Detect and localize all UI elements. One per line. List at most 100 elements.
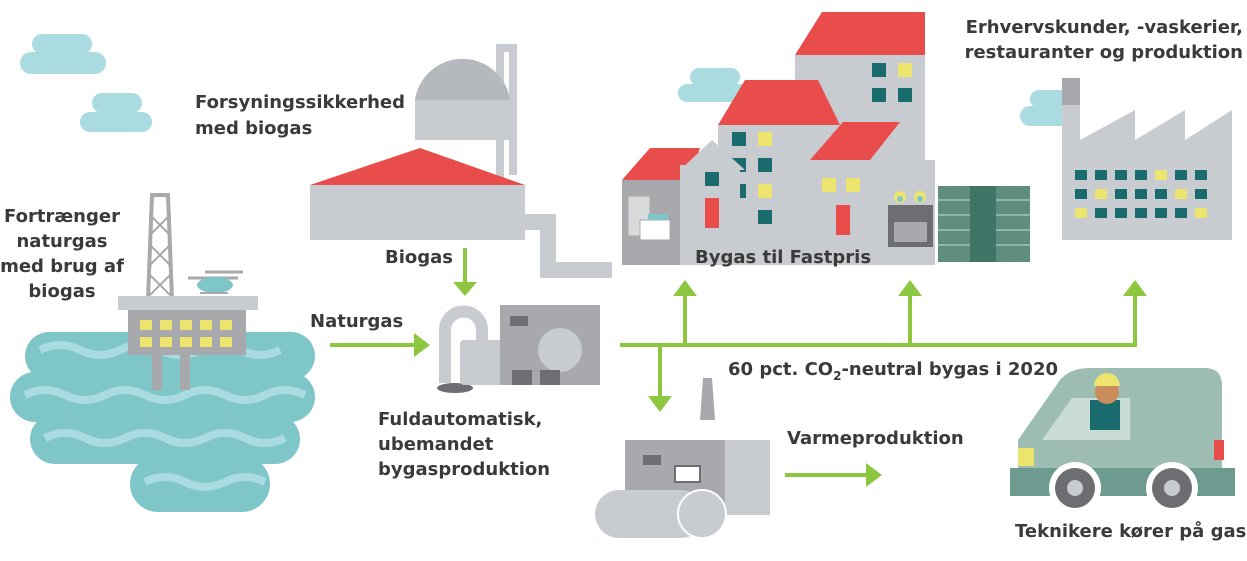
stove-part bbox=[894, 222, 927, 242]
sea bbox=[10, 332, 315, 512]
oil-platform-part-part bbox=[140, 320, 152, 330]
clouds-part bbox=[20, 52, 106, 74]
factory-part-part bbox=[1115, 208, 1127, 218]
factory bbox=[1062, 78, 1232, 240]
label: Forsyningssikkerhed bbox=[195, 92, 405, 113]
oil-platform-part-part bbox=[140, 337, 152, 347]
factory-part-part bbox=[1175, 208, 1187, 218]
flow-arrows-part bbox=[898, 280, 922, 296]
oil-platform-part bbox=[152, 355, 162, 390]
oil-platform-part bbox=[180, 355, 190, 390]
houses-part bbox=[898, 63, 912, 77]
heating-plant-part bbox=[643, 455, 661, 465]
factory-part-part bbox=[1095, 189, 1107, 199]
gas-van-part bbox=[1164, 480, 1180, 496]
factory-part-part bbox=[1155, 208, 1167, 218]
label: Bygas til Fastpris bbox=[695, 247, 871, 268]
gas-van-part bbox=[1018, 448, 1034, 466]
houses-part-part bbox=[758, 158, 772, 172]
factory-part-part bbox=[1115, 189, 1127, 199]
label: ubemandet bbox=[378, 434, 494, 455]
infographic: Forsyningssikkerhed med biogas Fortrænge… bbox=[0, 0, 1247, 561]
label: Naturgas bbox=[310, 311, 403, 332]
page-body: Forsyningssikkerhed med biogas Fortrænge… bbox=[0, 0, 1247, 561]
houses-part-part bbox=[872, 63, 886, 77]
gas-van-part bbox=[1067, 480, 1083, 496]
factory-part-part bbox=[1115, 170, 1127, 180]
houses-part bbox=[640, 220, 670, 240]
factory-part-part bbox=[1155, 189, 1167, 199]
houses-part-part bbox=[898, 88, 912, 102]
gas-machine-part bbox=[538, 328, 582, 372]
oil-platform-part-part bbox=[220, 320, 232, 330]
factory-part-part bbox=[1175, 170, 1187, 180]
money-stack bbox=[938, 186, 1030, 262]
stove-part bbox=[917, 196, 923, 202]
label: Fortrænger bbox=[4, 206, 120, 227]
factory-part-part bbox=[1195, 170, 1207, 180]
gas-machine-part bbox=[512, 370, 532, 385]
houses-part bbox=[648, 214, 668, 220]
label: restauranter og produktion bbox=[965, 42, 1243, 63]
houses-part bbox=[795, 12, 925, 55]
factory-part-part bbox=[1155, 170, 1167, 180]
houses-part bbox=[836, 205, 850, 235]
factory-part-part bbox=[1135, 170, 1147, 180]
page: Bygas {"labels": { "supply": {"lines": [… bbox=[0, 0, 1247, 561]
houses-part bbox=[705, 198, 719, 228]
label: Erhvervskunder, -vaskerier, bbox=[966, 17, 1243, 38]
factory-part-part bbox=[1135, 189, 1147, 199]
biogas-plant bbox=[310, 48, 612, 270]
factory-part bbox=[1062, 78, 1080, 108]
flow-arrows-part bbox=[1123, 280, 1147, 296]
flow-arrows-part bbox=[648, 396, 672, 412]
biogas-plant-part bbox=[525, 222, 612, 270]
oil-platform-part-part bbox=[160, 320, 172, 330]
gas-van bbox=[1010, 368, 1235, 514]
gas-machine-part bbox=[510, 316, 528, 326]
gas-van-part bbox=[1090, 400, 1120, 430]
label: naturgas bbox=[16, 231, 107, 252]
biogas-plant-part bbox=[310, 185, 525, 240]
houses-part bbox=[705, 172, 719, 186]
oil-platform-part-part bbox=[200, 320, 212, 330]
houses-part-part bbox=[872, 88, 886, 102]
factory-part-part bbox=[1075, 189, 1087, 199]
label-part: 60 pct. CO bbox=[728, 359, 833, 380]
flow-arrows-part bbox=[414, 333, 430, 357]
clouds-part bbox=[80, 112, 152, 132]
heating-plant-part bbox=[675, 466, 700, 482]
label-part: -neutral bygas i 2020 bbox=[841, 359, 1058, 380]
flow-arrows-part bbox=[673, 280, 697, 296]
heating-plant-part bbox=[678, 490, 726, 538]
label: Fuldautomatisk, bbox=[378, 409, 542, 430]
heating-plant-part bbox=[700, 378, 715, 420]
money-stack-part bbox=[970, 186, 996, 262]
oil-platform-part-part bbox=[200, 337, 212, 347]
flow-arrows-part bbox=[453, 282, 477, 296]
factory-part-part bbox=[1195, 208, 1207, 218]
oil-platform-part-part bbox=[180, 337, 192, 347]
label: Biogas bbox=[385, 247, 453, 268]
factory-part-part bbox=[1095, 208, 1107, 218]
heating-plant-part bbox=[725, 440, 770, 515]
oil-platform-part-part bbox=[160, 337, 172, 347]
gas-machine bbox=[437, 305, 600, 393]
stove-part bbox=[897, 196, 903, 202]
clouds-part bbox=[690, 68, 740, 86]
factory-part-part bbox=[1075, 208, 1087, 218]
label: Varmeproduktion bbox=[787, 428, 964, 449]
label: bygasproduktion bbox=[378, 459, 550, 480]
oil-platform-part bbox=[118, 296, 258, 310]
label: Teknikere kører på gas bbox=[1015, 520, 1246, 542]
label: med biogas bbox=[195, 118, 312, 139]
gas-van-part bbox=[1010, 468, 1235, 496]
gas-machine-part bbox=[540, 370, 560, 385]
oil-platform-part bbox=[150, 215, 170, 295]
factory-part-part bbox=[1075, 170, 1087, 180]
houses-part-part bbox=[732, 132, 746, 146]
houses-part bbox=[846, 178, 860, 192]
label: 60 pct. CO2-neutral bygas i 2020 bbox=[728, 359, 1058, 383]
biogas-plant-part bbox=[310, 148, 525, 185]
label: med brug af bbox=[0, 256, 124, 277]
